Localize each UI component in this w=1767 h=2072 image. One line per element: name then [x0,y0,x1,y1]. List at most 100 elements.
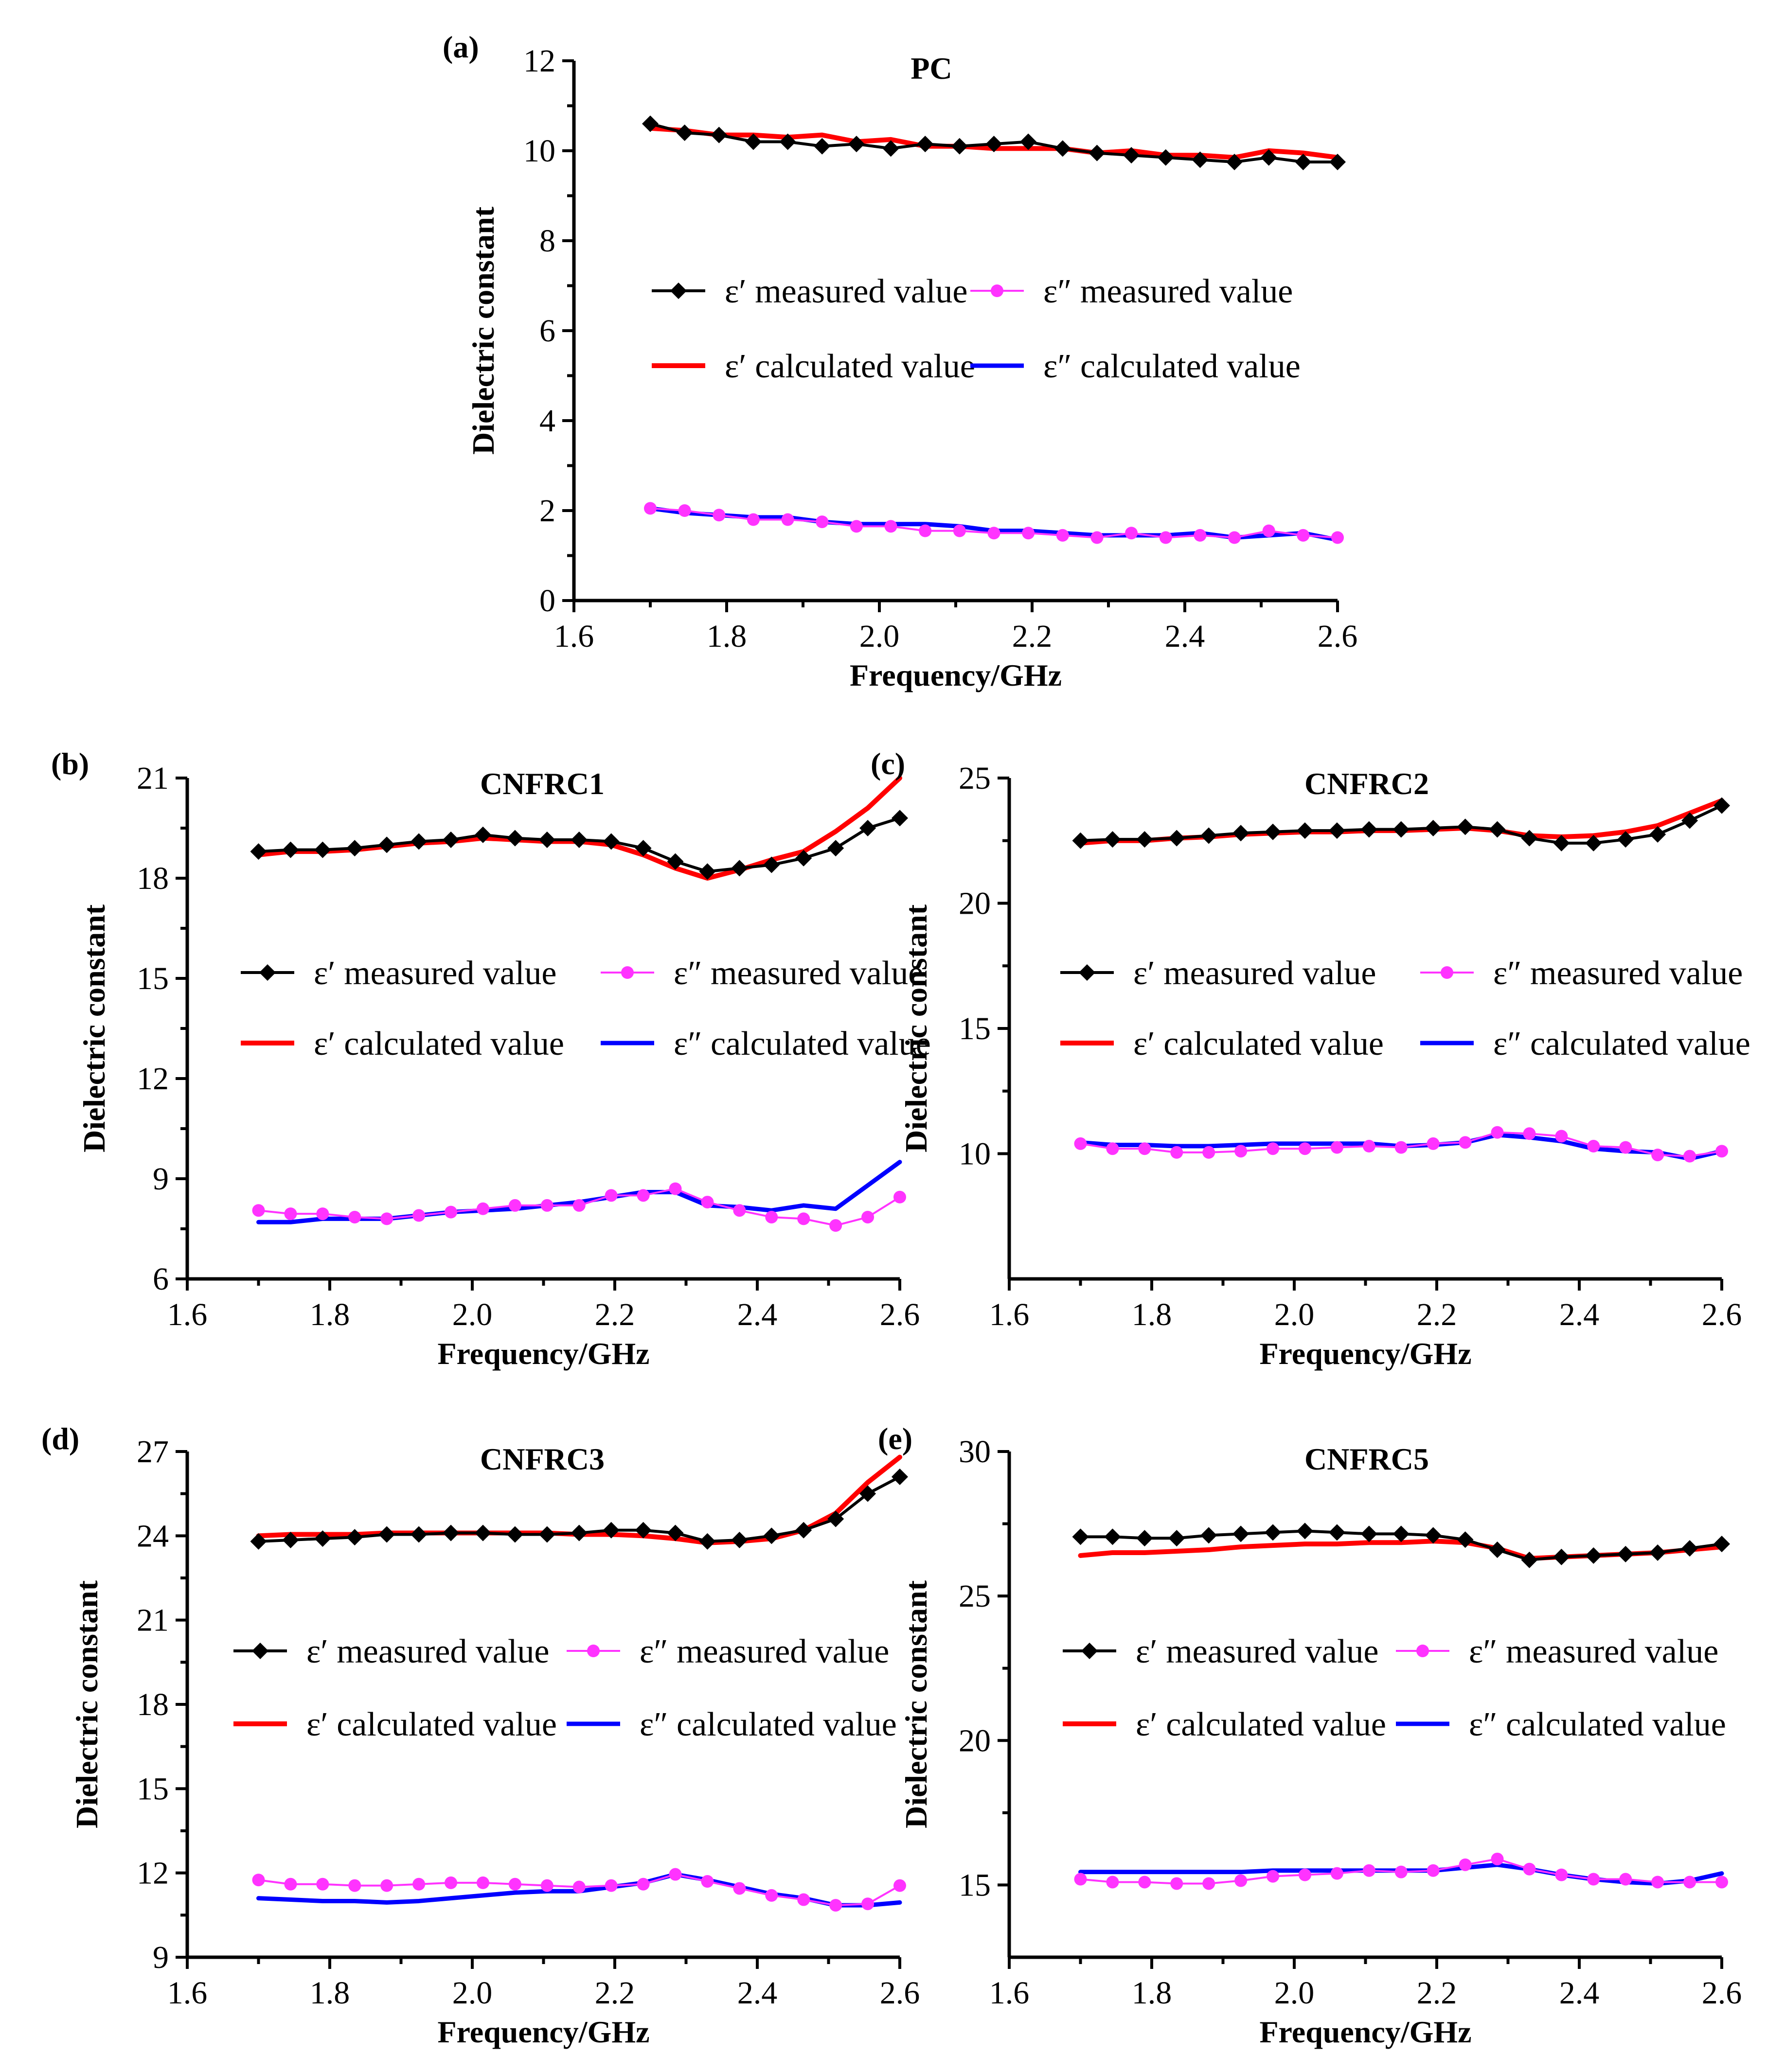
x-tick-label: 1.6 [167,1975,208,2011]
y-tick-label: 6 [153,1261,169,1297]
chart-title: PC [910,51,952,86]
data-point-meas_real [1232,825,1249,842]
data-point-meas_imag [348,1879,361,1892]
data-point-meas_imag [1267,1870,1280,1883]
panel-label: (d) [41,1421,79,1456]
legend-marker-meas_imag [621,966,634,979]
data-point-meas_real [731,1532,748,1548]
data-point-meas_imag [1022,527,1035,540]
legend-label-calc_real: ε′ calculated value [306,1706,557,1743]
data-point-meas_real [474,826,491,843]
data-point-meas_real [1617,831,1634,848]
y-tick-label: 8 [539,223,555,259]
data-point-meas_real [314,841,331,858]
x-tick-label: 1.8 [310,1975,350,2011]
y-tick-label: 20 [959,886,991,921]
data-point-meas_imag [1394,1141,1408,1154]
legend-label-meas_imag: ε″ measured value [1043,273,1293,310]
y-tick-label: 27 [137,1434,169,1470]
data-point-meas_imag [1106,1142,1119,1155]
y-tick-label: 15 [137,1771,169,1806]
data-point-meas_imag [1298,1142,1311,1155]
data-point-meas_imag [1619,1141,1632,1154]
data-point-meas_real [506,830,523,847]
panel-label: (a) [443,30,479,64]
data-point-meas_real [1425,1527,1442,1544]
data-point-meas_real [1104,1528,1121,1545]
data-point-meas_imag [1262,524,1275,537]
legend-marker-meas_real [1079,964,1095,981]
data-point-meas_real [1392,821,1410,838]
data-point-meas_imag [1202,1877,1215,1890]
data-point-meas_real [1360,1525,1377,1542]
y-tick-label: 24 [137,1518,169,1554]
data-point-meas_imag [348,1210,361,1223]
data-point-meas_real [282,841,299,858]
data-point-meas_real [411,833,428,850]
data-point-meas_real [1136,831,1153,848]
x-tick-label: 2.0 [859,619,900,654]
data-point-meas_real [763,1527,780,1544]
data-point-meas_real [859,1485,876,1502]
data-point-meas_imag [701,1875,714,1888]
legend: ε′ measured value ε″ measured value ε′ cal… [1063,1633,1726,1743]
chart-title: CNFRC1 [480,766,605,801]
y-tick-label: 20 [959,1723,991,1758]
data-point-meas_real [667,1524,684,1541]
data-point-meas_real [882,140,899,157]
x-tick-label: 2.6 [880,1975,920,2011]
data-point-meas_imag [508,1199,521,1212]
data-point-meas_imag [1138,1876,1151,1889]
data-point-meas_imag [476,1202,489,1215]
data-point-meas_real [635,1522,652,1539]
chart-title: CNFRC2 [1304,766,1429,801]
data-point-meas_real [538,1526,555,1543]
data-point-meas_real [1020,133,1037,150]
data-point-meas_real [745,133,762,150]
x-tick-label: 1.6 [989,1975,1030,2011]
y-tick-label: 10 [523,133,555,169]
y-tick-label: 25 [959,761,991,796]
data-point-meas_imag [669,1868,682,1881]
x-tick-label: 2.4 [1559,1297,1600,1332]
data-point-meas_real [378,836,395,853]
legend-label-meas_real: ε′ measured value [1133,955,1376,992]
legend-marker-meas_imag [587,1645,600,1657]
data-point-meas_imag [540,1879,553,1892]
data-point-meas_real [571,832,588,849]
data-point-meas_imag [678,504,691,517]
data-point-meas_imag [1427,1864,1440,1877]
data-point-meas_real [892,1469,908,1485]
x-tick-label: 2.6 [880,1297,920,1332]
data-point-meas_real [378,1526,395,1543]
data-point-meas_real [1123,147,1140,164]
data-point-meas_real [1585,1547,1602,1564]
legend-label-calc_imag: ε″ calculated value [1469,1706,1726,1743]
y-tick-label: 15 [137,961,169,996]
data-point-meas_imag [637,1189,650,1202]
data-point-meas_imag [412,1209,426,1222]
data-point-meas_real [474,1524,491,1541]
data-point-meas_real [1072,832,1089,849]
y-tick-label: 25 [959,1578,991,1614]
data-point-meas_real [314,1530,331,1547]
y-tick-label: 0 [539,583,555,619]
data-point-meas_real [1457,1531,1474,1548]
data-point-meas_imag [1651,1149,1664,1162]
y-tick-label: 21 [137,1603,169,1638]
data-point-meas_imag [1056,529,1069,542]
y-axis-label: Dielectric constant [899,904,933,1152]
legend-label-meas_imag: ε″ measured value [1469,1633,1718,1670]
legend-label-calc_imag: ε″ calculated value [640,1706,897,1743]
data-point-meas_real [538,832,555,849]
data-point-meas_real [346,1529,363,1546]
data-point-meas_imag [713,509,726,522]
x-tick-label: 2.2 [595,1297,635,1332]
data-point-meas_imag [572,1880,586,1894]
x-tick-label: 1.8 [310,1297,350,1332]
chart-panel-d: 1.6 1.8 2.0 2.2 2.4 2.6 9 12 15 18 21 24 27 Frequency… [41,1421,920,2049]
legend: ε′ measured value ε″ measured value ε′ cal… [233,1633,897,1743]
chart-panel-a: 1.6 1.8 2.0 2.2 2.4 2.6 0 2 4 6 8 10 12 Frequency/GHz… [443,30,1357,692]
legend-label-meas_real: ε′ measured value [1136,1633,1379,1670]
x-tick-label: 1.6 [989,1297,1030,1332]
